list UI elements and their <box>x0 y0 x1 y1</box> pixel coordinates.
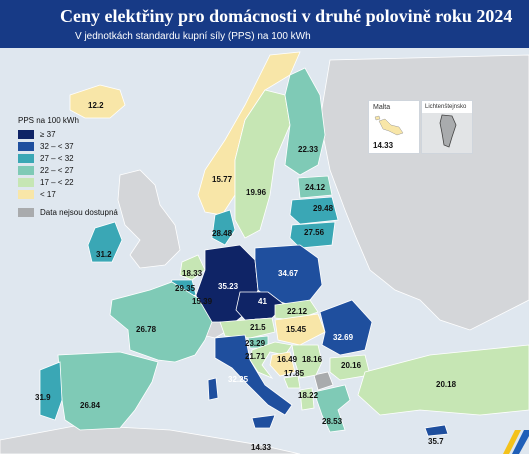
label-iceland: 12.2 <box>88 101 104 110</box>
legend-item: ≥ 37 <box>18 129 118 140</box>
label-greece: 28.53 <box>322 417 343 426</box>
label-portugal: 31.9 <box>35 393 51 402</box>
label-austria: 21.5 <box>250 323 266 332</box>
label-germany: 35.23 <box>218 282 239 291</box>
label-sweden: 19.96 <box>246 188 267 197</box>
legend-swatch <box>18 190 34 199</box>
legend-label: 32 – < 37 <box>40 142 74 151</box>
legend-item: 17 – < 22 <box>18 177 118 188</box>
legend-label: 22 – < 27 <box>40 166 74 175</box>
country-bulgaria <box>329 354 371 381</box>
label-serbia: 18.16 <box>302 355 323 364</box>
label-albania: 18.22 <box>298 391 319 400</box>
country-iceland <box>69 84 126 119</box>
country-greece <box>313 384 351 433</box>
country-turkey <box>357 344 529 416</box>
legend-classes: ≥ 37 32 – < 37 27 – < 32 22 – < 27 17 – < 22… <box>18 129 118 200</box>
label-poland: 34.67 <box>278 269 299 278</box>
country-latvia <box>289 196 339 225</box>
map-legend: PPS na 100 kWh ≥ 37 32 – < 37 27 – < 32 22 … <box>18 116 118 219</box>
land-mk <box>313 371 334 391</box>
legend-swatch-na <box>18 208 34 217</box>
label-italy: 32.25 <box>228 375 249 384</box>
label-croatia: 21.71 <box>245 352 266 361</box>
label-romania: 32.69 <box>333 333 354 342</box>
label-slovakia: 22.12 <box>287 307 308 316</box>
inset-liechtenstein: Lichtenštejnsko <box>421 100 473 154</box>
legend-label: 27 – < 32 <box>40 154 74 163</box>
country-denmark <box>211 209 236 246</box>
legend-swatch <box>18 142 34 151</box>
label-bulgaria: 20.16 <box>341 361 362 370</box>
country-ireland <box>87 221 123 263</box>
country-italy-sicily <box>251 414 276 429</box>
legend-label-na: Data nejsou dostupná <box>40 208 118 217</box>
country-austria <box>219 317 276 339</box>
map-subtitle: V jednotkách standardu kupní síly (PPS) … <box>75 31 311 42</box>
country-hungary <box>274 313 326 346</box>
legend-swatch <box>18 154 34 163</box>
legend-label: ≥ 37 <box>40 130 56 139</box>
country-montenegro <box>283 375 301 389</box>
legend-item: 27 – < 32 <box>18 153 118 164</box>
label-bosnia: 16.49 <box>277 355 298 364</box>
label-france: 26.78 <box>136 325 157 334</box>
country-finland <box>284 67 326 176</box>
label-netherlands: 18.33 <box>182 269 203 278</box>
label-montenegro: 17.85 <box>284 369 305 378</box>
label-finland: 22.33 <box>298 145 319 154</box>
label-denmark: 28.48 <box>212 229 233 238</box>
country-norway <box>197 51 301 216</box>
country-estonia <box>297 175 333 199</box>
country-lithuania <box>289 221 336 249</box>
country-italy-sardinia <box>207 377 219 401</box>
legend-swatch <box>18 178 34 187</box>
logo-stripes <box>503 430 529 454</box>
country-netherlands <box>179 254 206 281</box>
label-lithuania: 27.56 <box>304 228 325 237</box>
country-italy <box>214 334 293 416</box>
inset-malta-value: 14.33 <box>373 141 394 150</box>
country-france <box>109 281 213 363</box>
legend-title: PPS na 100 kWh <box>18 116 79 125</box>
legend-item: 22 – < 27 <box>18 165 118 176</box>
legend-label: 17 – < 22 <box>40 178 74 187</box>
country-cyprus <box>424 424 449 437</box>
label-estonia: 24.12 <box>305 183 326 192</box>
label-cyprus: 35.7 <box>428 437 444 446</box>
label-belgium: 29.35 <box>175 284 196 293</box>
inset-liechtenstein-shape <box>422 113 472 153</box>
legend-swatch <box>18 130 34 139</box>
inset-malta: Malta 14.33 <box>368 100 420 154</box>
inset-malta-title: Malta <box>373 104 391 111</box>
legend-item: 32 – < 37 <box>18 141 118 152</box>
land-uk <box>117 169 181 269</box>
label-latvia: 29.48 <box>313 204 334 213</box>
map-title: Ceny elektřiny pro domácnosti v druhé po… <box>60 6 513 26</box>
label-spain: 26.84 <box>80 401 101 410</box>
label-norway: 15.77 <box>212 175 233 184</box>
legend-item-na: Data nejsou dostupná <box>18 207 118 218</box>
country-serbia <box>291 344 323 379</box>
country-bosnia <box>269 351 296 377</box>
label-ireland: 31.2 <box>96 250 112 259</box>
header-bar: Ceny elektřiny pro domácnosti v druhé po… <box>0 0 529 48</box>
legend-swatch <box>18 166 34 175</box>
label-slovenia: 23.29 <box>245 339 266 348</box>
label-hungary: 15.45 <box>286 325 307 334</box>
country-portugal <box>39 361 63 421</box>
inset-malta-shape <box>374 115 404 136</box>
country-albania <box>299 387 315 411</box>
label-turkey: 20.18 <box>436 380 457 389</box>
country-romania <box>319 299 373 356</box>
label-malta: 14.33 <box>251 443 272 452</box>
label-luxembourg: 15.39 <box>192 297 213 306</box>
legend-item: < 17 <box>18 189 118 200</box>
inset-liechtenstein-title: Lichtenštejnsko <box>425 104 467 110</box>
label-czechia: 41 <box>258 297 267 306</box>
legend-label: < 17 <box>40 190 56 199</box>
